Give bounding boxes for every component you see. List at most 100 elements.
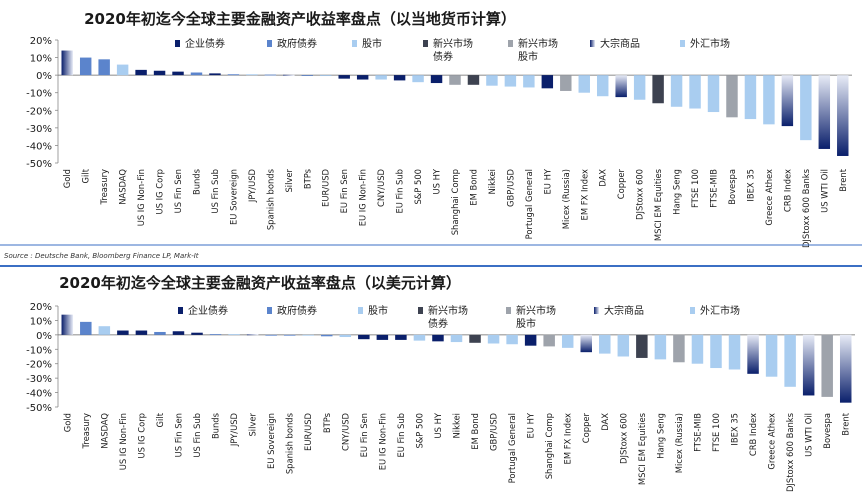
legend-label: 新兴市场股市	[516, 304, 556, 330]
legend-swatch	[178, 307, 183, 314]
x-tick-label: DJStoxx 600 Banks	[785, 413, 795, 492]
bar	[61, 50, 73, 76]
x-tick-label: Gold	[62, 169, 72, 188]
bar	[98, 59, 110, 76]
legend-label: 外汇市场	[700, 304, 740, 317]
y-tick-label: 0%	[36, 331, 52, 342]
x-tick-label: EU Sovereign	[228, 169, 238, 225]
bar	[673, 334, 685, 363]
bar	[689, 75, 701, 109]
x-tick-label: Micex (Russia)	[561, 169, 571, 229]
legend-label: 股市	[368, 304, 388, 317]
legend: 企业债券 政府债券 股市 新兴市场债券 新兴市场股市 大宗商品 外汇市场	[178, 304, 740, 330]
x-tick-label: EU Fin Sub	[395, 169, 405, 214]
bar	[450, 334, 463, 343]
x-tick-label: US Fin Sub	[210, 169, 220, 214]
x-tick-label: Nikkei	[487, 169, 497, 194]
legend-label: 企业债券	[188, 304, 228, 317]
bar	[504, 75, 517, 87]
x-tick-label: FTSE-MIB	[709, 169, 719, 208]
bar	[376, 334, 389, 340]
bar	[580, 334, 592, 353]
bar	[560, 75, 572, 91]
x-tick-label: FTSE-MIB	[692, 413, 702, 452]
bar	[135, 69, 147, 76]
bar	[79, 57, 92, 76]
x-tick-label: MSCI EM Equities	[653, 169, 663, 241]
bar	[670, 75, 683, 107]
bar	[506, 334, 518, 345]
bar	[469, 334, 481, 343]
bar	[633, 75, 646, 100]
x-tick-label: Micex (Russia)	[674, 413, 684, 473]
bar	[691, 334, 704, 364]
x-tick-label: EU IG Non-Fin	[358, 169, 368, 226]
bar	[837, 75, 849, 156]
y-tick-label: 20%	[30, 36, 52, 47]
x-tick-label: CRB Index	[782, 169, 792, 212]
x-tick-label: US WTI Oil	[804, 413, 814, 457]
x-tick-label: US Fin Sub	[192, 413, 202, 458]
bar	[135, 330, 148, 335]
x-tick-label: Silver	[248, 412, 258, 436]
legend-label: 新兴市场债券	[428, 304, 468, 330]
x-tick-label: Gold	[62, 413, 72, 432]
x-tick-label: EM Bond	[468, 169, 478, 206]
bar	[430, 75, 443, 84]
x-tick-label: US HY	[433, 412, 443, 438]
bar	[116, 64, 129, 76]
chart-title: 2020年初迄今全球主要金融资产收益率盘点（以美元计算）	[59, 274, 461, 292]
bar	[707, 75, 720, 113]
x-tick-label: JPY/USD	[247, 169, 257, 203]
x-tick-label: Portugal General	[524, 169, 534, 239]
x-tick-label: JPY/USD	[229, 413, 239, 447]
x-tick-label: Shanghai Comp	[450, 169, 460, 235]
bar	[710, 334, 722, 369]
y-tick-label: 10%	[30, 316, 52, 327]
bar	[802, 334, 815, 396]
legend-swatch	[267, 40, 272, 47]
plot-area: 20% 10% 0% -10% -20% -30% -40% -50% Gold Gilt Trea…	[26, 36, 852, 248]
x-tick-label: Treasury	[81, 413, 91, 450]
x-tick-label: Hang Seng	[655, 413, 665, 459]
x-tick-label: BTPs	[302, 169, 312, 189]
x-tick-label: EU HY	[542, 168, 552, 194]
x-tick-label: US IG Corp	[155, 169, 165, 214]
y-tick-label: -50%	[26, 159, 52, 170]
bar	[154, 331, 166, 335]
x-tick-label: EUR/USD	[321, 169, 331, 207]
x-tick-label: EU Fin Sen	[339, 169, 349, 213]
x-tick-label: NASDAQ	[99, 413, 109, 449]
bar	[172, 331, 185, 335]
x-tick-label: GBP/USD	[489, 413, 499, 451]
bar	[302, 334, 314, 336]
x-tick-label: Greece Athex	[767, 413, 777, 470]
bar	[654, 334, 667, 360]
y-tick-label: -30%	[26, 124, 52, 135]
x-tick-label: Bovespa	[727, 169, 737, 205]
x-tick-label: Brent	[841, 412, 851, 435]
chart-separator	[0, 265, 862, 267]
legend-swatch	[175, 40, 180, 47]
legend-label: 新兴市场股市	[518, 37, 558, 63]
bar	[728, 334, 741, 370]
x-tick-label: EU Fin Sub	[396, 413, 406, 458]
bar	[413, 334, 426, 341]
x-tick-label: BTPs	[322, 413, 332, 433]
bar	[227, 74, 240, 76]
x-tick-label: US Fin Sen	[173, 413, 183, 457]
x-tick-label: S&P 500	[414, 413, 424, 449]
x-tick-label: DAX	[598, 169, 608, 187]
y-tick-label: -10%	[26, 89, 52, 100]
x-tick-label: US WTI Oil	[819, 169, 829, 213]
bar	[153, 70, 166, 76]
bar	[578, 75, 590, 93]
x-tick-label: MSCI EM Equities	[637, 413, 647, 485]
bar	[615, 75, 627, 98]
x-tick-label: Bunds	[211, 413, 221, 439]
x-tick-label: EM FX Index	[563, 413, 573, 464]
legend-swatch	[680, 40, 685, 47]
bar	[339, 334, 352, 338]
x-tick-label: Bovespa	[822, 413, 832, 449]
bar	[839, 334, 852, 403]
